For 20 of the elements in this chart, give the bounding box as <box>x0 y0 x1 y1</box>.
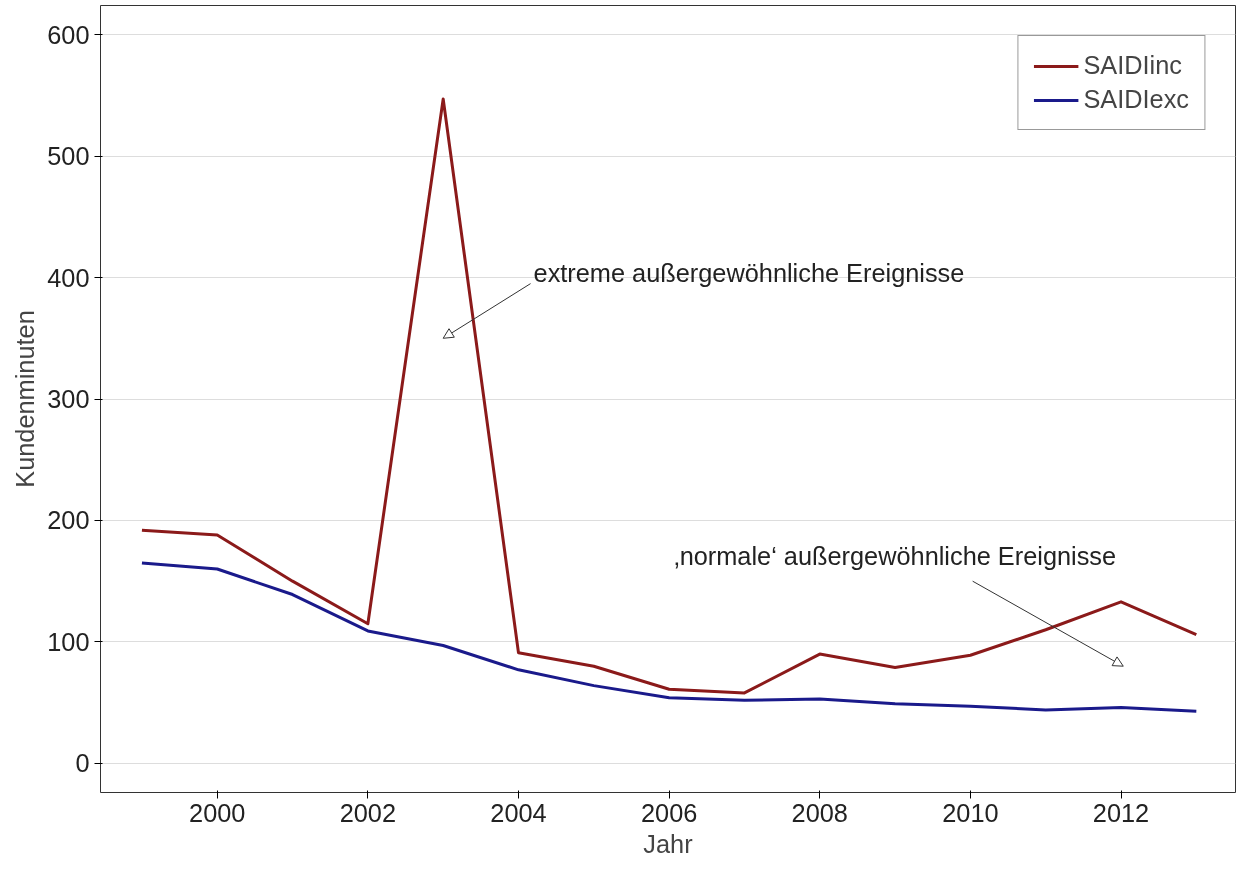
x-tick-label: 2004 <box>490 798 547 827</box>
x-axis-title: Jahr <box>643 829 694 858</box>
x-tick-label: 2006 <box>640 798 698 827</box>
legend-label: SAIDIinc <box>1083 51 1182 80</box>
legend-label: SAIDIexc <box>1083 85 1189 114</box>
x-tick-label: 2012 <box>1092 798 1150 827</box>
y-tick-label: 0 <box>75 749 90 778</box>
x-tick-label: 2000 <box>189 798 246 827</box>
y-tick-label: 500 <box>47 142 90 171</box>
x-tick-label: 2010 <box>942 798 999 827</box>
x-tick-label: 2008 <box>791 798 848 827</box>
x-tick-label: 2002 <box>339 798 397 827</box>
y-axis-title: Kundenminuten <box>11 310 40 488</box>
y-tick-label: 300 <box>47 385 90 413</box>
y-tick-label: 400 <box>47 263 90 292</box>
y-tick-label: 100 <box>47 627 90 656</box>
annotation: ‚normale‘ außergewöhnliche Ereignisse <box>674 541 1117 570</box>
y-tick-label: 600 <box>47 20 90 49</box>
annotation: extreme außergewöhnliche Ereignisse <box>533 258 965 287</box>
y-tick-label: 200 <box>47 506 90 535</box>
